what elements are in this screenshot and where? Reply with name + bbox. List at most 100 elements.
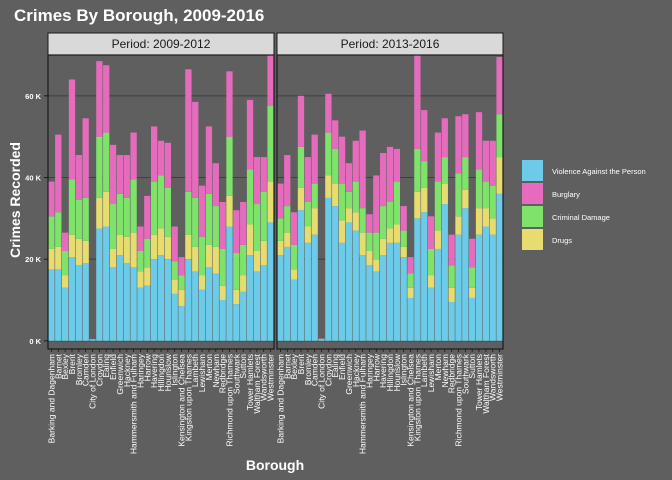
bar-segment — [345, 222, 353, 341]
x-tick-label: Newham — [211, 354, 221, 388]
bar-segment — [205, 244, 213, 268]
x-tick-label: Barking and Dagenham — [46, 354, 56, 443]
x-tick-label: Westminster — [495, 354, 505, 401]
bar-segment — [352, 140, 359, 182]
x-tick-label: Merton — [433, 354, 443, 381]
x-tick-label: Westminster — [266, 354, 276, 401]
bar-segment — [475, 234, 483, 341]
bar-segment — [366, 265, 373, 341]
bar-segment — [82, 263, 89, 341]
bar-segment — [48, 248, 55, 270]
x-tick-label: Kingston upon Thames — [183, 354, 193, 441]
bar-segment — [55, 212, 62, 247]
bar-segment — [75, 265, 82, 341]
bar-segment — [109, 248, 117, 268]
bar-segment — [253, 157, 261, 205]
bar-segment — [373, 175, 380, 233]
bar-segment — [386, 146, 394, 202]
y-tick-label: 60 K — [25, 92, 41, 101]
bar-segment — [400, 206, 407, 231]
bar-segment — [96, 197, 103, 229]
bar-segment — [393, 148, 400, 182]
bar-segment — [448, 302, 455, 341]
bar-segment — [332, 183, 339, 207]
panel-border — [276, 54, 504, 350]
bar-segment — [421, 212, 428, 341]
bar-segment — [253, 271, 261, 341]
bar-segment — [455, 234, 462, 341]
legend-key — [522, 160, 543, 181]
bar-segment — [311, 208, 318, 235]
bar-segment — [338, 220, 346, 243]
bar-segment — [212, 163, 219, 207]
bar-segment — [267, 55, 274, 107]
bar-segment — [240, 244, 247, 276]
bar-segment — [212, 273, 219, 341]
bar-segment — [144, 267, 151, 286]
x-tick-label: Lewisham — [197, 354, 207, 392]
bar-segment — [198, 275, 206, 290]
x-tick-label: Southwark — [231, 353, 241, 394]
bar-segment — [304, 226, 311, 243]
bar-segment — [240, 202, 247, 245]
bar-segment — [277, 240, 284, 256]
panel-title: Period: 2009-2012 — [112, 37, 211, 51]
x-tick-label: Greenwich — [115, 354, 125, 395]
x-tick-label: Kensington and Chelsea — [406, 354, 416, 447]
bar-segment — [171, 261, 178, 280]
bar-segment — [123, 197, 130, 237]
x-tick-label: Richmond upon Thames — [224, 354, 234, 446]
bar-segment — [325, 93, 332, 133]
bar-segment — [441, 157, 448, 184]
bar-segment — [427, 275, 435, 288]
panel-1: Period: 2009-2012 Barking and DagenhamBar… — [46, 32, 276, 454]
bar-segment — [304, 202, 311, 227]
bar-segment — [192, 271, 199, 341]
bar-segment — [448, 234, 455, 266]
bar-segment — [386, 202, 394, 229]
bar-segment — [246, 224, 254, 256]
bar-segment — [290, 279, 298, 341]
bar-segment — [345, 208, 353, 223]
x-tick-label: Haringey — [135, 353, 145, 388]
y-tick-label: 0 K — [29, 337, 41, 346]
bar-segment — [489, 140, 496, 186]
bar-segment — [407, 287, 414, 298]
bar-segment — [325, 175, 332, 198]
bar-segment — [219, 300, 226, 341]
bar-segment — [164, 236, 171, 260]
panel-2: Period: 2013-2016 Barking and DagenhamBar… — [275, 32, 505, 454]
bar-segment — [144, 195, 151, 239]
bar-segment — [178, 275, 185, 290]
bar-segment — [205, 193, 213, 245]
x-tick-label: Islington — [170, 354, 180, 386]
bar-segment — [462, 208, 469, 341]
bar-segment — [434, 181, 442, 231]
bar-segment — [253, 204, 261, 251]
bar-segment — [311, 234, 318, 341]
x-tick-label: Newham — [440, 354, 450, 388]
bar-segment — [489, 185, 496, 219]
bar-segment — [219, 248, 226, 286]
bar-segment — [82, 197, 89, 241]
x-tick-label: Wandsworth — [488, 354, 498, 401]
x-tick-label: Bromley — [303, 353, 313, 385]
x-tick-label: City of London — [317, 354, 327, 409]
bar-segment — [380, 255, 387, 341]
bar-segment — [240, 275, 247, 292]
bar-segment — [151, 259, 158, 341]
x-tick-label: Wandsworth — [259, 354, 269, 401]
bar-segment — [198, 236, 206, 276]
bar-segment — [240, 291, 247, 341]
bar-segment — [304, 157, 311, 202]
bar-segment — [48, 181, 55, 217]
bar-segment — [345, 163, 353, 192]
bar-segment — [96, 136, 103, 198]
bar-segment — [68, 234, 76, 258]
panel-title: Period: 2013-2016 — [341, 37, 440, 51]
bar-segment — [427, 216, 435, 249]
bar-segment — [352, 212, 359, 231]
x-tick-label: Harrow — [142, 353, 152, 381]
bar-segment — [109, 204, 117, 249]
